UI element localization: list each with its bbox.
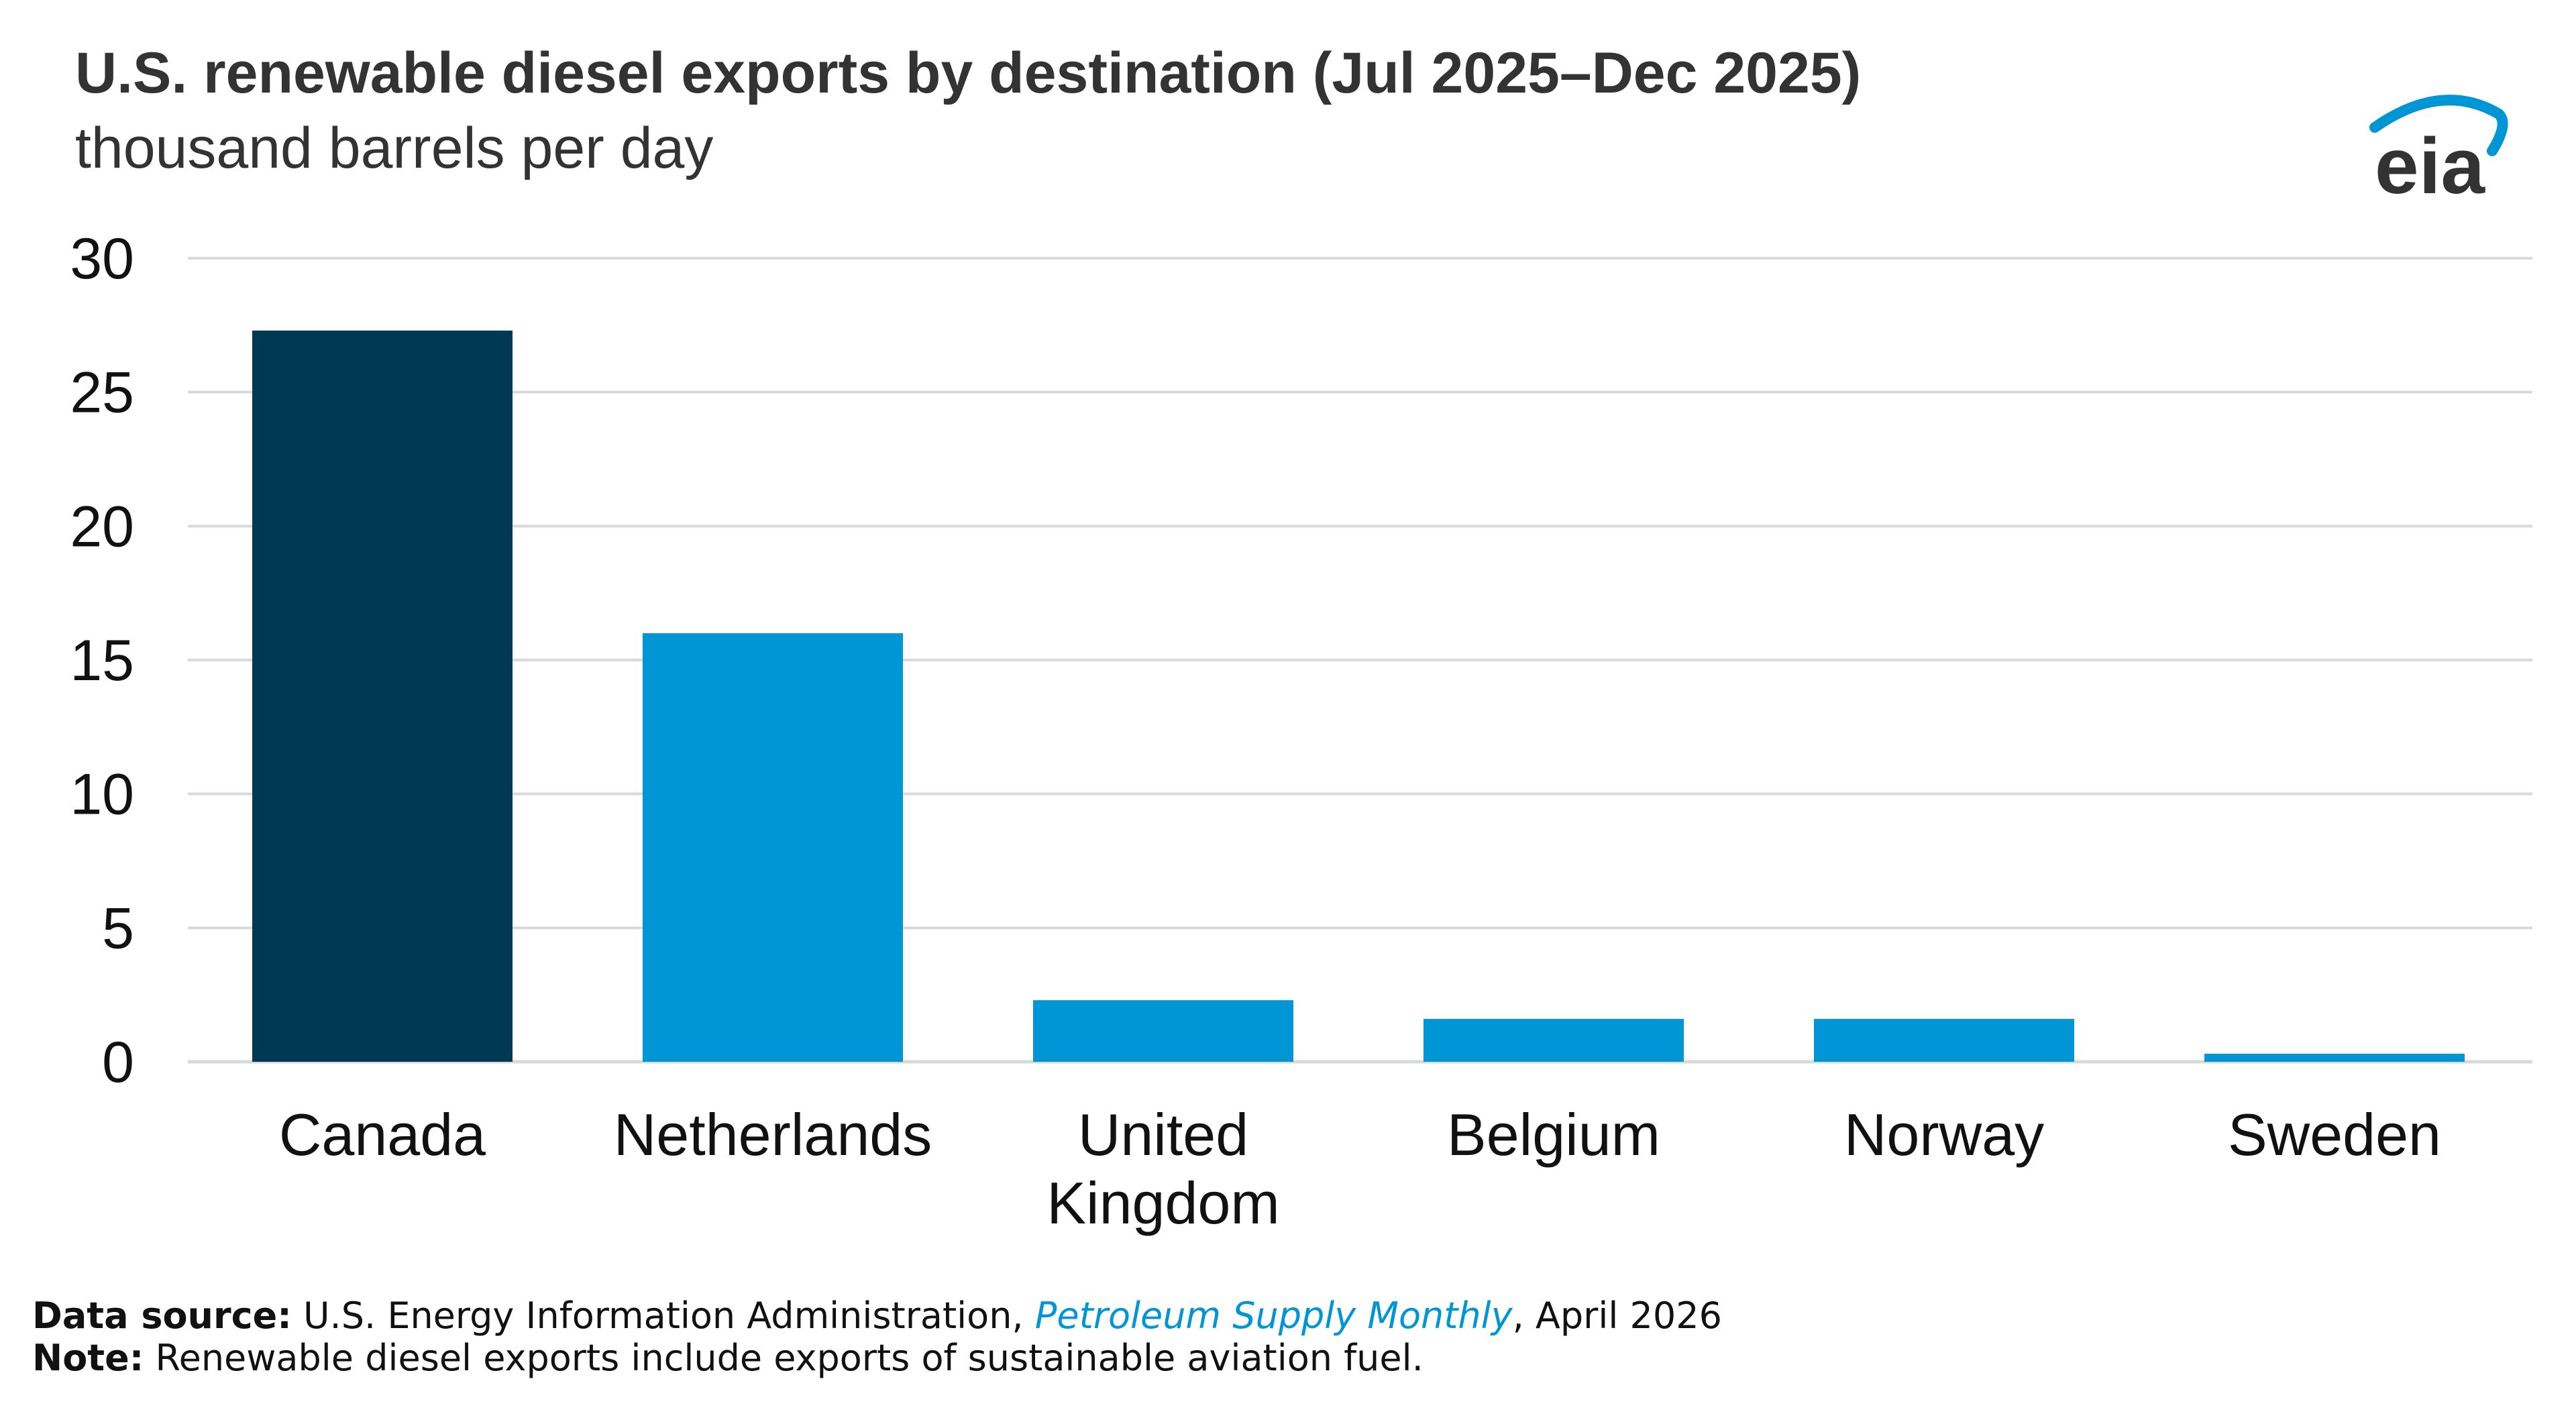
bar-netherlands [643, 633, 903, 1062]
y-tick-label: 25 [70, 361, 134, 425]
x-tick-label: Sweden [2228, 1101, 2441, 1168]
y-tick-label: 30 [70, 227, 134, 291]
y-tick-label: 0 [102, 1030, 134, 1095]
x-tick-labels: Canada Netherlands United Kingdom Belgium Nor… [279, 1101, 2441, 1236]
chart-title: U.S. renewable diesel exports by destina… [75, 41, 1862, 105]
y-tick-label: 5 [102, 896, 134, 961]
bar-norway [1814, 1019, 2074, 1062]
data-source-label: Data source: [32, 1295, 292, 1337]
bar-sweden [2204, 1054, 2465, 1062]
data-source-publication-link[interactable]: Petroleum Supply Monthly [1034, 1295, 1513, 1337]
bar-canada [252, 330, 513, 1062]
y-tick-label: 15 [70, 628, 134, 693]
note-label: Note: [32, 1337, 144, 1379]
chart-subtitle: thousand barrels per day [75, 116, 714, 180]
x-tick-label: Netherlands [614, 1101, 932, 1168]
x-tick-label: United Kingdom [1046, 1101, 1279, 1236]
x-tick-label: Belgium [1447, 1101, 1660, 1168]
bar-belgium [1424, 1019, 1684, 1062]
y-tick-label: 20 [70, 494, 134, 559]
eia-logo-text: eia [2375, 122, 2485, 201]
data-source-date: , April 2026 [1512, 1295, 1722, 1337]
data-source-text: U.S. Energy Information Administration, [303, 1295, 1024, 1337]
x-tick-label: Norway [1844, 1101, 2044, 1168]
x-tick-label: Canada [279, 1101, 486, 1168]
eia-logo-arc [2369, 95, 2508, 156]
note-text: Renewable diesel exports include exports… [155, 1337, 1424, 1379]
eia-logo: eia [2361, 87, 2509, 211]
gridlines [188, 257, 2532, 1064]
bar-united-kingdom [1033, 1000, 1293, 1062]
y-tick-labels: 0 5 10 15 20 25 30 [70, 227, 134, 1095]
note-line: Note: Renewable diesel exports include e… [32, 1337, 1424, 1379]
bars [252, 330, 2465, 1062]
data-source-line: Data source: U.S. Energy Information Adm… [32, 1295, 1722, 1337]
y-tick-label: 10 [70, 763, 134, 827]
